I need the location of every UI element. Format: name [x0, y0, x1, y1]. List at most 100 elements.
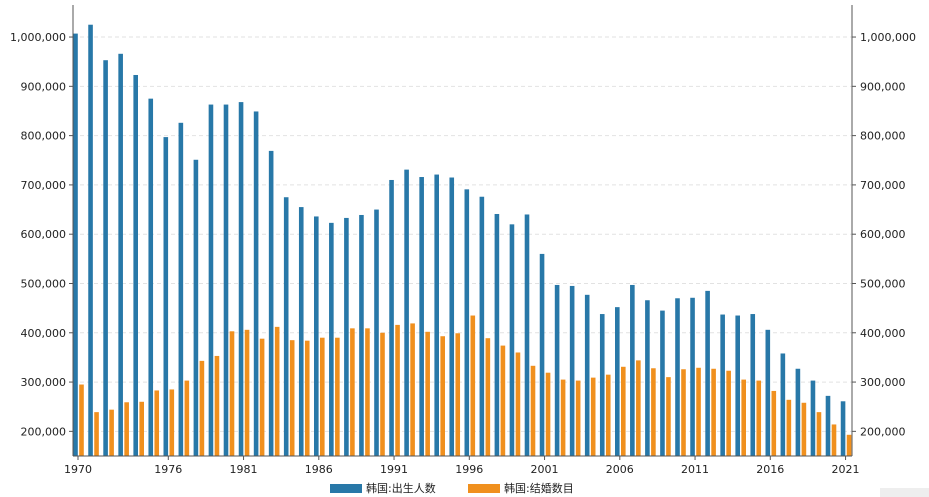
bar-marriages — [485, 338, 491, 456]
bar-marriages — [425, 331, 430, 456]
bar-births — [253, 111, 259, 456]
bar-births — [73, 33, 78, 456]
bar-marriages — [515, 352, 521, 456]
bar-births — [163, 137, 169, 456]
bar-births — [494, 213, 500, 456]
left-tick-label: 600,000 — [21, 228, 67, 241]
bar-marriages — [169, 389, 175, 456]
bar-marriages — [154, 390, 160, 456]
bar-marriages — [726, 370, 731, 456]
bar-marriages — [79, 384, 84, 456]
bar-marriages — [590, 377, 596, 456]
bar-marriages — [139, 401, 144, 456]
bar-marriages — [289, 340, 295, 456]
bar-births — [765, 329, 771, 456]
bar-births — [329, 222, 334, 456]
bar-births — [690, 297, 695, 456]
right-tick-label: 800,000 — [860, 130, 906, 143]
bar-marriages — [395, 324, 400, 456]
bar-births — [133, 74, 138, 456]
bar-births — [840, 401, 846, 456]
right-axis-ticks: 200,000 300,000 400,000 500,000 600,000 700,0… — [852, 31, 916, 438]
bar-births — [660, 310, 665, 456]
bar-marriages — [380, 332, 385, 456]
bar-births — [434, 174, 439, 457]
bar-marriages — [259, 338, 265, 456]
bar-marriages — [771, 390, 777, 456]
bar-births — [645, 300, 650, 456]
bar-marriages — [440, 336, 445, 456]
right-tick-label: 1,000,000 — [860, 31, 916, 44]
bar-births — [539, 253, 545, 456]
bar-births — [268, 150, 274, 456]
bar-births — [825, 395, 831, 456]
left-tick-label: 200,000 — [21, 425, 67, 438]
bar-births — [178, 122, 184, 456]
x-tick-label: 1986 — [305, 463, 333, 476]
bar-births — [615, 307, 620, 456]
bar-marriages — [244, 329, 250, 456]
bar-marriages — [184, 380, 190, 456]
right-tick-label: 200,000 — [860, 425, 906, 438]
bar-births — [404, 169, 409, 456]
bar-marriages — [455, 333, 461, 456]
bar-births — [584, 294, 590, 456]
x-tick-label: 1981 — [230, 463, 258, 476]
left-tick-label: 700,000 — [21, 179, 67, 192]
bar-marriages — [696, 367, 701, 456]
bar-births — [419, 177, 424, 457]
bar-births — [298, 207, 304, 456]
bar-marriages — [560, 379, 566, 456]
left-tick-label: 500,000 — [21, 277, 67, 290]
footer-mark — [880, 488, 929, 497]
bar-marriages — [711, 368, 716, 456]
bar-births — [554, 284, 560, 456]
bars — [73, 24, 852, 457]
bar-marriages — [199, 360, 205, 456]
bar-births — [193, 159, 199, 456]
left-tick-label: 900,000 — [21, 80, 67, 93]
x-tick-label: 1991 — [380, 463, 408, 476]
x-axis-ticks: 1970 1976 1981 1986 1991 1996 2001 2006 2011 2016… — [64, 456, 860, 476]
bar-births — [705, 290, 710, 456]
bar-births — [630, 284, 635, 456]
right-tick-label: 900,000 — [860, 80, 906, 93]
bar-births — [569, 285, 575, 456]
bar-births — [389, 179, 394, 456]
bar-marriages — [636, 360, 641, 456]
bar-marriages — [229, 331, 235, 456]
left-tick-label: 800,000 — [21, 130, 67, 143]
x-tick-label: 2016 — [756, 463, 784, 476]
bar-births — [509, 224, 515, 456]
bar-marriages — [124, 402, 129, 456]
bar-births — [148, 98, 154, 457]
legend: 韩国:出生人数 韩国:结婚数目 — [330, 481, 574, 495]
right-tick-label: 500,000 — [860, 277, 906, 290]
bar-births — [449, 177, 455, 456]
left-tick-label: 300,000 — [21, 376, 67, 389]
x-tick-label: 2006 — [606, 463, 634, 476]
bar-marriages — [410, 323, 415, 456]
bar-births — [88, 24, 93, 456]
bar-births — [208, 104, 214, 456]
bar-births — [118, 53, 123, 456]
x-tick-label: 2021 — [832, 463, 860, 476]
bar-births — [599, 314, 605, 456]
bar-marriages — [816, 412, 822, 456]
bar-marriages — [621, 366, 626, 456]
gridlines — [73, 36, 852, 432]
x-tick-label: 2011 — [681, 463, 709, 476]
bar-births — [750, 314, 756, 456]
bar-births — [223, 104, 229, 456]
right-tick-label: 700,000 — [860, 179, 906, 192]
right-tick-label: 400,000 — [860, 327, 906, 340]
bar-marriages — [786, 399, 792, 456]
bar-marriages — [801, 402, 807, 456]
bar-births — [524, 214, 530, 456]
left-axis-ticks: 200,000 300,000 400,000 500,000 600,000 700,0… — [10, 31, 73, 438]
bar-marriages — [741, 379, 746, 456]
bar-births — [479, 196, 485, 456]
x-tick-label: 1996 — [455, 463, 483, 476]
bar-marriages — [214, 355, 220, 456]
